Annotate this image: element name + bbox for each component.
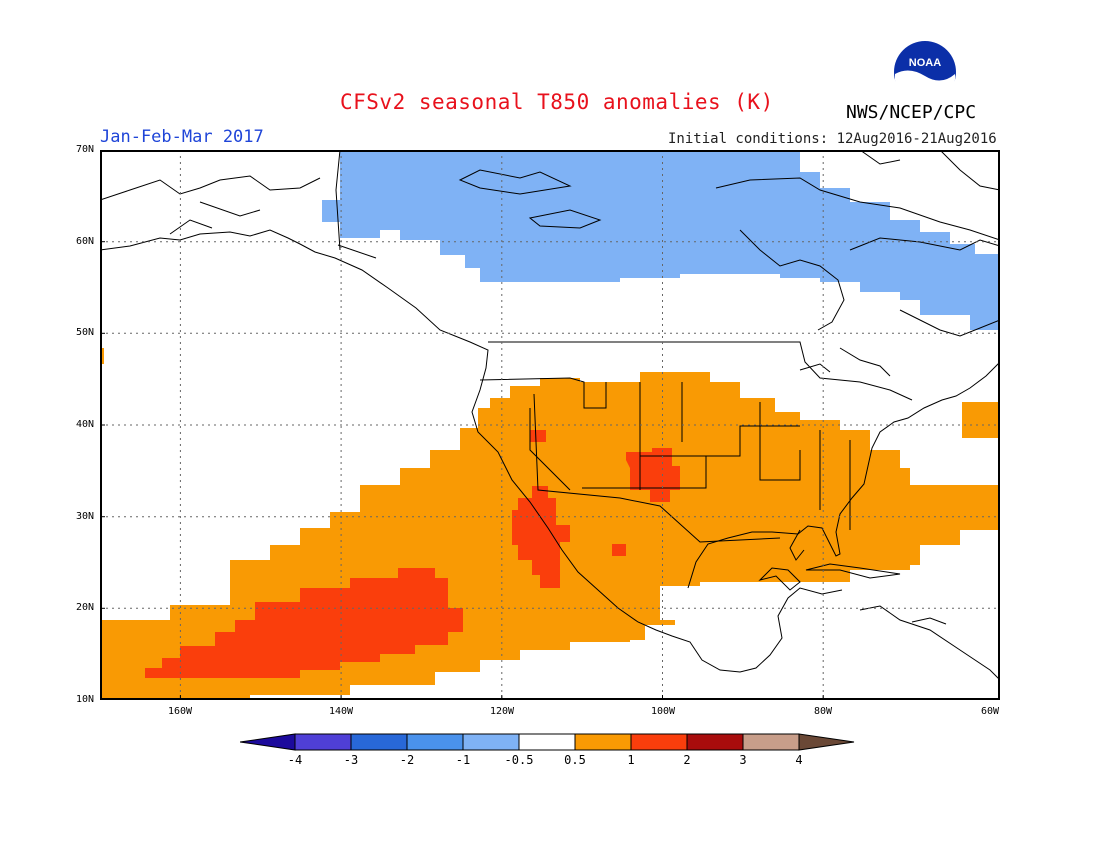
legend-swatch-highest xyxy=(798,733,855,751)
initial-conditions: Initial conditions: 12Aug2016-21Aug2016 xyxy=(668,131,997,147)
legend-swatch xyxy=(294,733,352,751)
color-legend xyxy=(240,733,855,751)
legend-label: 3 xyxy=(739,753,747,767)
lat-label-70n: 70N xyxy=(75,144,94,155)
lon-label-80w: 80W xyxy=(813,706,833,717)
graticule xyxy=(100,150,1000,700)
lon-label-120w: 120W xyxy=(489,706,515,717)
strong-warm-pacific xyxy=(145,568,463,678)
legend-label: -0.5 xyxy=(504,753,534,767)
legend-label: -1 xyxy=(455,753,471,767)
strong-warm-spot-nv xyxy=(530,430,546,442)
legend-swatch-lowest xyxy=(240,733,296,751)
legend-label: 0.5 xyxy=(564,753,586,767)
legend-swatch xyxy=(406,733,464,751)
lon-label-100w: 100W xyxy=(650,706,676,717)
agency-label: NWS/NCEP/CPC xyxy=(846,102,977,123)
legend-swatch xyxy=(742,733,800,751)
strong-warm-baja xyxy=(512,486,570,588)
lat-label-60n: 60N xyxy=(75,236,94,247)
legend-swatch xyxy=(630,733,688,751)
lat-label-40n: 40N xyxy=(75,419,94,430)
lat-label-50n: 50N xyxy=(75,327,94,338)
lon-label-160w: 160W xyxy=(167,706,193,717)
legend-label: 4 xyxy=(795,753,803,767)
legend-swatch xyxy=(462,733,520,751)
strong-warm-spot-mx xyxy=(612,544,626,556)
forecast-period: Jan-Feb-Mar 2017 xyxy=(100,127,264,147)
legend-label: 1 xyxy=(627,753,635,767)
legend-swatch xyxy=(574,733,632,751)
coastlines xyxy=(100,150,1000,681)
svg-text:NOAA: NOAA xyxy=(909,57,941,69)
legend-label: -3 xyxy=(343,753,359,767)
warm-anomaly-region-east xyxy=(962,402,1000,438)
lat-label-30n: 30N xyxy=(75,511,94,522)
legend-label: -4 xyxy=(287,753,303,767)
legend-swatch xyxy=(350,733,408,751)
noaa-logo: NOAA xyxy=(894,41,956,104)
legend-label: 2 xyxy=(683,753,691,767)
legend-swatch xyxy=(518,733,576,751)
map-frame xyxy=(100,150,1000,700)
cold-anomaly-region xyxy=(322,150,1000,330)
legend-label: -2 xyxy=(399,753,415,767)
lat-label-20n: 20N xyxy=(75,602,94,613)
lat-label-10n: 10N xyxy=(75,694,94,705)
lon-label-140w: 140W xyxy=(328,706,354,717)
map-title: CFSv2 seasonal T850 anomalies (K) xyxy=(340,90,774,114)
legend-swatch xyxy=(686,733,744,751)
anomaly-map xyxy=(100,150,1000,700)
lon-label-60w: 60W xyxy=(980,706,1000,717)
